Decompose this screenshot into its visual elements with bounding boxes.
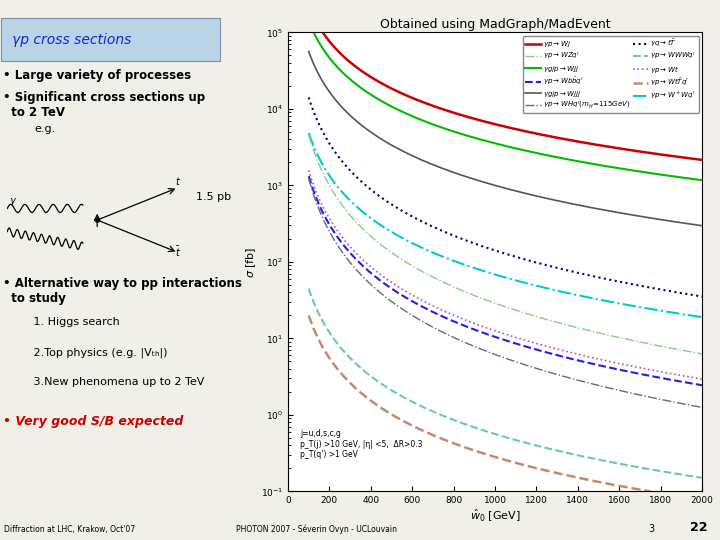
Text: 3: 3 <box>648 523 654 534</box>
Text: $\gamma$: $\gamma$ <box>9 196 17 208</box>
Y-axis label: $\sigma$ [fb]: $\sigma$ [fb] <box>244 246 258 278</box>
Text: 1. Higgs search: 1. Higgs search <box>23 317 120 327</box>
FancyBboxPatch shape <box>1 18 220 61</box>
Title: Obtained using MadGraph/MadEvent: Obtained using MadGraph/MadEvent <box>379 18 611 31</box>
Text: γp cross sections: γp cross sections <box>12 33 131 47</box>
Text: • Alternative way to pp interactions
  to study: • Alternative way to pp interactions to … <box>3 277 242 305</box>
Text: • Very good S/B expected: • Very good S/B expected <box>3 415 184 428</box>
Text: • Significant cross sections up
  to 2 TeV: • Significant cross sections up to 2 TeV <box>3 91 205 119</box>
Text: $\bar{t}$: $\bar{t}$ <box>175 245 181 259</box>
Text: 22: 22 <box>690 521 707 534</box>
Text: 2.Top physics (e.g. |Vₜₕ|): 2.Top physics (e.g. |Vₜₕ|) <box>23 347 168 358</box>
Text: PHOTON 2007 - Séverin Ovyn - UCLouvain: PHOTON 2007 - Séverin Ovyn - UCLouvain <box>236 524 397 534</box>
Text: 3.New phenomena up to 2 TeV: 3.New phenomena up to 2 TeV <box>23 377 204 387</box>
Text: • Large variety of processes: • Large variety of processes <box>3 69 191 82</box>
X-axis label: $\hat{w}_0$ [GeV]: $\hat{w}_0$ [GeV] <box>469 508 521 524</box>
Text: 1.5 pb: 1.5 pb <box>196 192 231 201</box>
Text: Diffraction at LHC, Krakow, Oct'07: Diffraction at LHC, Krakow, Oct'07 <box>4 524 135 534</box>
Legend: $\gamma p\rightarrow Wj$, $\gamma p\rightarrow WZq'$, $\gamma g/p\rightarrow Wjj: $\gamma p\rightarrow Wj$, $\gamma p\righ… <box>523 36 698 113</box>
Text: e.g.: e.g. <box>35 124 56 134</box>
Text: j=u,d,s,c,g
p_T(j) >10 GeV, |η| <5,  ΔR>0.3
p_T(q') >1 GeV: j=u,d,s,c,g p_T(j) >10 GeV, |η| <5, ΔR>0… <box>300 429 423 459</box>
Text: $t$: $t$ <box>175 175 181 187</box>
